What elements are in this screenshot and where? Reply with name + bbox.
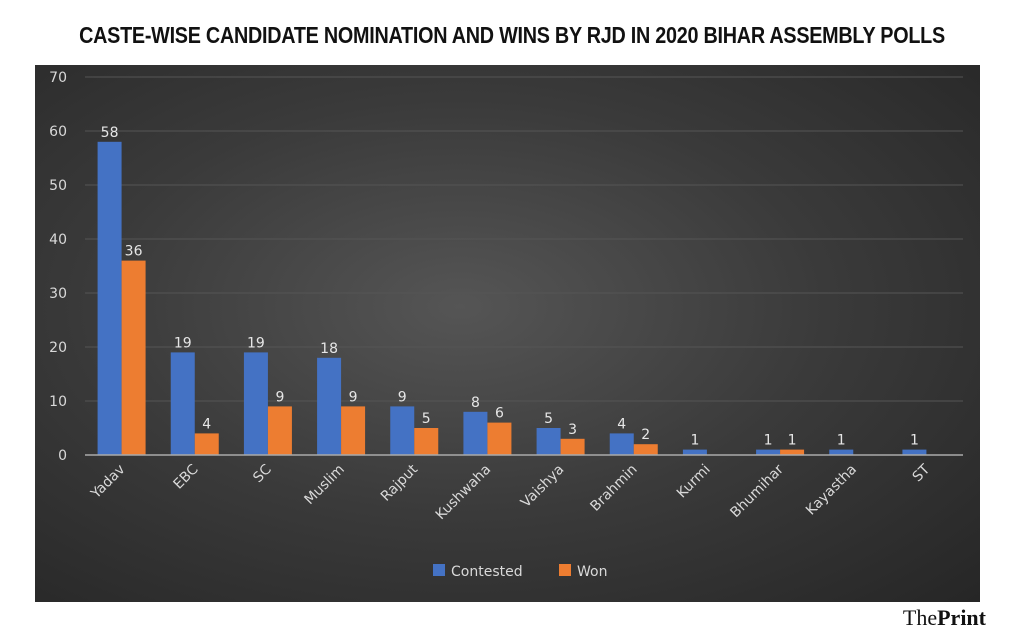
x-tick-label: ST [910, 461, 934, 485]
x-tick-label: Kayastha [803, 462, 860, 519]
bar-contested [317, 357, 342, 455]
bar-contested [243, 352, 268, 455]
bar-contested [170, 352, 195, 455]
data-label: 9 [349, 389, 358, 405]
data-label: 9 [398, 389, 407, 405]
data-label: 4 [617, 416, 626, 432]
x-tick-label: Vaishya [518, 462, 567, 511]
data-label: 2 [641, 427, 650, 443]
x-tick-label: Bhumihar [727, 461, 787, 521]
y-tick-label: 40 [49, 232, 67, 248]
x-tick-label: Muslim [301, 462, 347, 508]
bar-contested [609, 433, 634, 455]
x-tick-label: EBC [170, 461, 201, 492]
bar-contested [390, 406, 415, 455]
logo-part2: Print [937, 605, 986, 630]
bar-won [194, 433, 219, 455]
data-label: 9 [275, 389, 284, 405]
bar-won [633, 444, 658, 455]
bar-contested [97, 141, 122, 456]
x-tick-label: Kurmi [674, 462, 714, 502]
y-tick-label: 10 [49, 394, 67, 410]
legend-label: Contested [451, 564, 523, 580]
bar-contested [756, 449, 781, 455]
x-tick-label: Yadav [87, 462, 128, 503]
data-label: 1 [837, 433, 846, 449]
data-label: 19 [174, 335, 192, 351]
data-label: 8 [471, 395, 480, 411]
data-label: 19 [247, 335, 265, 351]
legend-swatch [433, 564, 445, 576]
bar-won [560, 438, 585, 455]
bar-contested [902, 449, 927, 455]
data-label: 1 [764, 433, 773, 449]
data-label: 1 [690, 433, 699, 449]
data-label: 3 [568, 422, 577, 438]
data-label: 6 [495, 406, 504, 422]
theprint-logo: ThePrint [903, 605, 986, 631]
bar-contested [829, 449, 854, 455]
y-tick-label: 70 [49, 70, 67, 86]
data-label: 1 [910, 433, 919, 449]
chart-title: CASTE-WISE CANDIDATE NOMINATION AND WINS… [79, 22, 945, 48]
bar-contested [536, 428, 561, 455]
y-tick-label: 60 [49, 124, 67, 140]
y-tick-label: 0 [58, 448, 67, 464]
y-tick-label: 30 [49, 286, 67, 302]
x-tick-label: SC [250, 461, 275, 486]
bar-contested [682, 449, 707, 455]
x-tick-label: Kushwaha [433, 462, 495, 524]
y-tick-label: 20 [49, 340, 67, 356]
data-label: 18 [320, 341, 338, 357]
bar-won [267, 406, 292, 455]
bar-won [121, 260, 146, 455]
data-label: 5 [544, 411, 553, 427]
data-label: 5 [422, 411, 431, 427]
bar-contested [463, 411, 488, 455]
x-tick-label: Brahmin [587, 462, 640, 515]
x-tick-label: Rajput [378, 461, 422, 505]
bar-won [341, 406, 366, 455]
data-label: 58 [101, 125, 119, 141]
bar-won [414, 428, 439, 455]
data-label: 1 [788, 433, 797, 449]
data-label: 36 [125, 244, 143, 260]
legend-swatch [559, 564, 571, 576]
logo-part1: The [902, 605, 938, 630]
bar-won [780, 449, 805, 455]
legend-label: Won [577, 564, 607, 580]
chart-panel [35, 65, 980, 602]
y-tick-label: 50 [49, 178, 67, 194]
bar-won [487, 422, 512, 455]
data-label: 4 [202, 416, 211, 432]
